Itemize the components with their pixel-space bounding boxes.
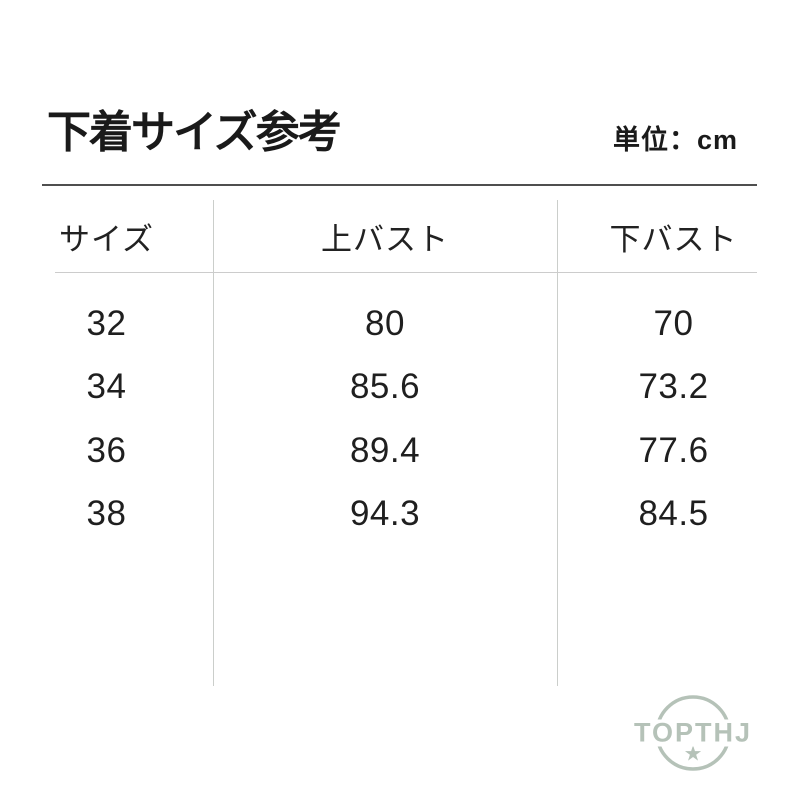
header-divider xyxy=(55,272,757,273)
table-row: 34 85.6 73.2 xyxy=(0,356,790,420)
column-header-under-bust: 下バスト xyxy=(609,221,738,257)
cell-size: 36 xyxy=(86,430,127,470)
cell-under-bust: 73.2 xyxy=(638,367,709,407)
cell-under-bust: 84.5 xyxy=(638,494,709,534)
unit-label: 単位：cm xyxy=(612,125,738,155)
cell-size: 38 xyxy=(86,494,127,534)
column-header-upper-bust: 上バスト xyxy=(321,221,449,257)
brand-name: TOPTHJ xyxy=(630,719,756,747)
title-divider xyxy=(42,184,757,186)
cell-upper-bust: 85.6 xyxy=(349,367,421,407)
table-row: 36 89.4 77.6 xyxy=(0,419,790,483)
column-divider-left xyxy=(213,200,214,686)
cell-upper-bust: 80 xyxy=(365,303,405,343)
star-icon: ★ xyxy=(683,742,703,766)
column-header-size: サイズ xyxy=(58,221,155,257)
cell-under-bust: 70 xyxy=(653,303,694,343)
size-table-body: 32 80 70 34 85.6 73.2 36 89.4 77.6 38 94… xyxy=(0,292,790,546)
cell-size: 32 xyxy=(86,303,127,343)
brand-watermark: ★ TOPTHJ xyxy=(620,692,766,776)
cell-upper-bust: 94.3 xyxy=(349,494,421,534)
table-row: 38 94.3 84.5 xyxy=(0,483,790,547)
page-title: 下着サイズ参考 xyxy=(47,108,342,157)
table-header-row: サイズ 上バスト 下バスト xyxy=(0,200,790,272)
cell-upper-bust: 89.4 xyxy=(349,430,421,470)
table-row: 32 80 70 xyxy=(0,292,790,356)
cell-size: 34 xyxy=(86,367,127,407)
cell-under-bust: 77.6 xyxy=(638,430,709,470)
column-divider-right xyxy=(557,200,558,686)
